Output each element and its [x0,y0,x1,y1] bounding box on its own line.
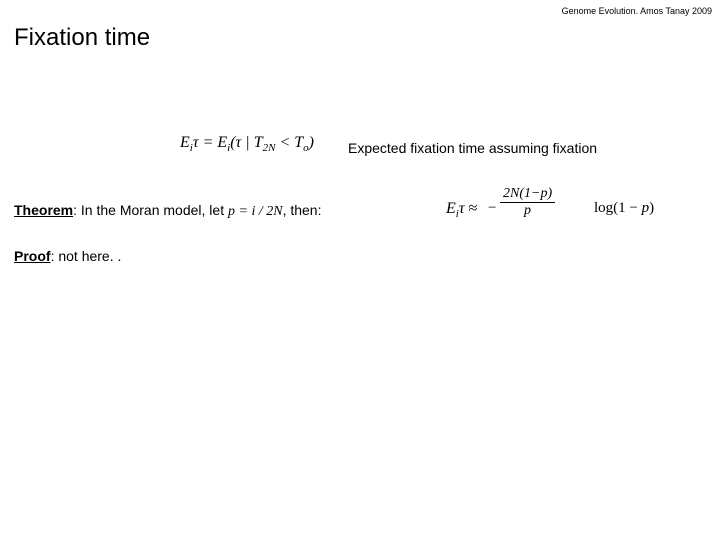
proof-text: : not here. . [51,248,122,264]
f2-logfn: log(1 − [594,200,642,216]
sym-E: E [180,134,190,151]
proof-line: Proof: not here. . [14,248,121,264]
lt: < [275,134,294,151]
rp: ) [309,134,314,151]
header-note: Genome Evolution. Amos Tanay 2009 [562,6,712,16]
formula-expected-fixation: Eiτ = Ei(τ | T2N < To) [180,134,314,154]
f2-E: E [446,200,456,217]
f2-lhs: Eiτ ≈ [446,200,477,220]
theorem-eq: = [235,204,251,219]
proof-label: Proof [14,248,51,264]
f2-rp: ) [649,200,654,216]
bar: | [241,134,253,151]
eq: = [199,134,218,151]
sub-2N: 2N [263,142,276,154]
expected-label: Expected fixation time assuming fixation [348,140,597,156]
f2-p2: p [642,200,650,216]
theorem-text1: : In the Moran model, let [73,202,228,218]
slide-title: Fixation time [14,24,150,52]
theorem-2N: 2N [266,204,282,219]
theorem-line: Theorem: In the Moran model, let p = i /… [14,202,321,220]
sym-T2: T [294,134,303,151]
f2-log: log(1 − p) [594,200,654,217]
theorem-label: Theorem [14,202,73,218]
sym-T: T [254,134,263,151]
f2-neg: − [488,200,496,217]
theorem-p: p [228,204,235,219]
f2-approx: ≈ [465,200,478,217]
theorem-then: , then: [283,202,322,218]
f2-num: 2N(1−p) [500,186,555,203]
f2-den: p [500,203,555,219]
sym-E2: E [217,134,227,151]
f2-frac: 2N(1−p) p [500,186,555,219]
theorem-slash: / [255,204,266,219]
